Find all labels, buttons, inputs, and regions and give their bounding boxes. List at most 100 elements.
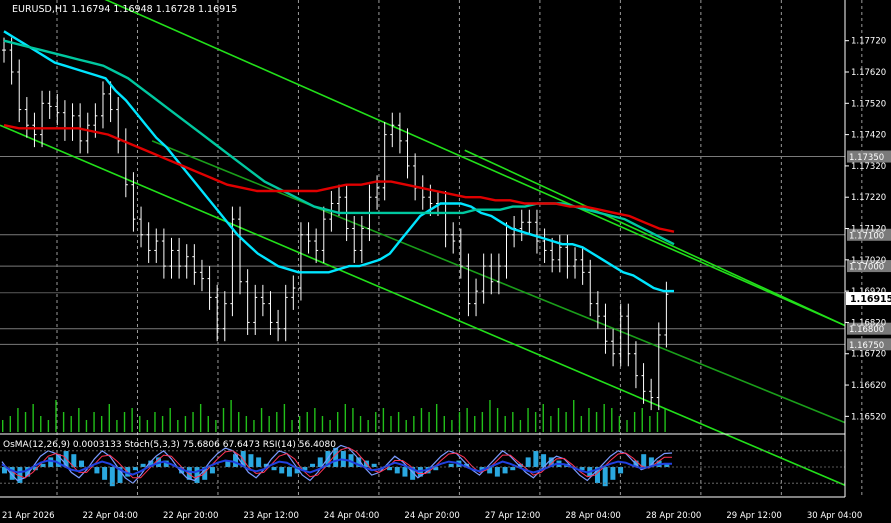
osma-bar xyxy=(402,467,408,477)
osma-bar xyxy=(163,460,169,467)
osma-bar xyxy=(371,463,377,467)
osma-bar xyxy=(433,467,439,471)
osma-bar xyxy=(302,467,308,471)
volume-bar xyxy=(512,412,514,432)
volume-bar xyxy=(352,408,354,432)
osma-bar xyxy=(71,454,77,467)
volume-bar xyxy=(78,408,80,432)
volume-bar xyxy=(611,408,613,432)
volume-bar xyxy=(466,408,468,432)
volume-bar xyxy=(603,404,605,432)
volume-bar xyxy=(40,416,42,432)
osma-bar xyxy=(9,467,15,480)
osma-bar xyxy=(225,460,231,467)
volume-bar xyxy=(291,420,293,432)
volume-bar xyxy=(474,416,476,432)
volume-bar xyxy=(534,412,537,432)
osma-bar xyxy=(148,460,154,467)
volume-bar xyxy=(359,416,362,432)
osma-bar xyxy=(648,457,654,467)
osma-bar xyxy=(132,467,138,471)
y-tick-label: 1.16620 xyxy=(851,381,886,391)
osma-bar xyxy=(256,457,262,467)
x-tick-label: 28 Apr 20:00 xyxy=(646,511,701,521)
volume-bar xyxy=(375,412,377,432)
volume-bar xyxy=(283,404,286,432)
osma-bar xyxy=(286,467,292,477)
price-level-label: 1.16800 xyxy=(849,325,884,335)
osma-bar xyxy=(541,454,547,467)
rsi-line xyxy=(1,458,672,476)
volume-bar xyxy=(496,408,499,432)
volume-bar xyxy=(451,420,453,432)
osma-bar xyxy=(79,460,85,467)
y-tick-label: 1.17420 xyxy=(851,131,886,141)
volume-bar xyxy=(565,412,567,432)
ma-series-line xyxy=(3,30,674,293)
stoch_main-line xyxy=(1,444,673,484)
channel-line xyxy=(0,124,846,486)
volume-bar xyxy=(177,420,179,432)
osma-bar xyxy=(17,467,23,483)
volume-bar xyxy=(443,416,445,432)
osma-bar xyxy=(194,467,200,483)
price-level-tag xyxy=(847,260,891,273)
volume-bar xyxy=(169,408,171,432)
osma-bar xyxy=(510,467,516,471)
stoch_signal-line xyxy=(1,447,672,479)
osma-bar xyxy=(387,467,393,471)
y-tick-label: 1.17220 xyxy=(851,193,886,203)
volume-bar xyxy=(85,420,88,432)
osma-bar xyxy=(25,467,31,477)
osma-bar xyxy=(117,467,123,483)
osma-bar xyxy=(202,467,208,480)
volume-bar xyxy=(588,408,590,432)
volume-bar xyxy=(93,412,95,432)
current-price-tag xyxy=(846,292,891,305)
osma-bar xyxy=(494,467,500,477)
volume-bar xyxy=(222,408,225,432)
candlesticks xyxy=(2,37,669,411)
volume-bar xyxy=(382,408,385,432)
volume-bar xyxy=(260,408,263,432)
x-tick-label: 24 Apr 04:00 xyxy=(324,511,379,521)
volume-bar xyxy=(131,408,133,432)
volume-bar xyxy=(100,416,103,432)
x-tick-label: 22 Apr 04:00 xyxy=(82,511,137,521)
price-level-tag xyxy=(847,228,891,241)
volume-bar xyxy=(139,416,141,432)
moving-averages xyxy=(3,30,675,293)
volume-bar xyxy=(397,412,400,432)
price-level-label: 1.16750 xyxy=(849,341,884,351)
volume-bar xyxy=(405,420,407,432)
x-tick-label: 24 Apr 20:00 xyxy=(404,511,459,521)
y-tick-label: 1.17620 xyxy=(851,68,886,78)
osma-bar xyxy=(548,457,554,467)
volume-bar xyxy=(550,416,552,432)
price-level-tag xyxy=(847,338,891,351)
volume-bar xyxy=(245,416,248,432)
volume-bar xyxy=(626,420,628,432)
volume-bar xyxy=(573,400,575,432)
osma-bar xyxy=(448,463,454,467)
volume-bar xyxy=(321,416,324,432)
osma-bar xyxy=(48,457,54,467)
osma-bar xyxy=(310,463,316,467)
volume-bar xyxy=(664,408,666,432)
y-tick-label: 1.16820 xyxy=(851,318,886,328)
osma-bar xyxy=(140,463,146,467)
y-tick-label: 1.17520 xyxy=(851,99,886,109)
osma-bar xyxy=(248,454,254,467)
volume-bar xyxy=(595,412,598,432)
osma-bar xyxy=(102,467,108,480)
volume-bar xyxy=(24,412,27,432)
osma-bar xyxy=(186,467,192,480)
osma-bar xyxy=(94,467,100,474)
osma-bar xyxy=(410,467,416,480)
volume-bar xyxy=(527,408,529,432)
y-tick-label: 1.16520 xyxy=(851,412,886,422)
ma-series-line xyxy=(3,39,675,246)
price-level-label: 1.17000 xyxy=(849,263,884,273)
